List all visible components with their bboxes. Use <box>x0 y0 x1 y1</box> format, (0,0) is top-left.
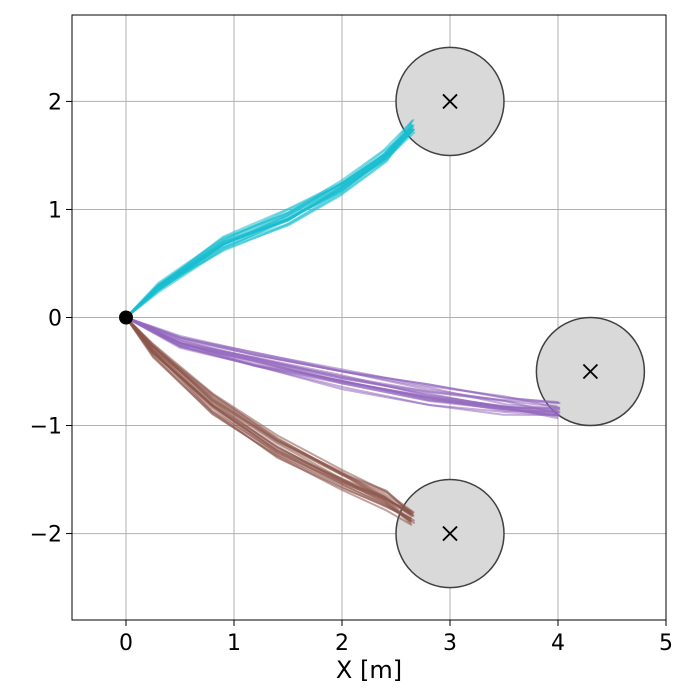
trajectory-series <box>125 118 416 319</box>
goal-x-marker <box>442 93 458 110</box>
y-tick-label: 1 <box>48 198 62 223</box>
trajectory-line <box>125 118 415 319</box>
x-tick-label: 5 <box>659 631 673 656</box>
trajectory-line <box>125 316 561 414</box>
y-tick-label: 2 <box>48 90 62 115</box>
x-tick-label: 3 <box>443 631 457 656</box>
trajectory-line <box>125 316 413 516</box>
y-tick-label: −1 <box>30 415 62 440</box>
x-tick-label: 4 <box>551 631 565 656</box>
trajectory-line <box>125 316 413 526</box>
trajectory-line <box>125 124 413 319</box>
trajectory-line <box>125 316 412 514</box>
y-tick-label: 0 <box>48 307 62 332</box>
trajectory-series <box>125 316 415 526</box>
trajectory-line <box>125 316 560 404</box>
x-tick-label: 0 <box>119 631 133 656</box>
goal-x-marker <box>442 525 458 542</box>
trajectories <box>125 118 561 526</box>
start-point-marker <box>119 310 133 325</box>
trajectory-line <box>125 316 413 513</box>
goal-x-marker <box>582 363 599 380</box>
trajectory-line <box>125 123 413 319</box>
axis-ticks: 0 1 2 3 4 5 −2 −1 0 1 2 <box>30 90 673 656</box>
trajectory-line <box>125 316 413 518</box>
x-axis-title: X [m] <box>336 656 402 684</box>
grid <box>72 15 667 620</box>
trajectory-line <box>125 316 559 417</box>
trajectory-series <box>125 316 561 420</box>
trajectory-line <box>125 316 558 408</box>
goal-markers <box>119 93 599 542</box>
trajectory-line <box>125 316 560 409</box>
x-tick-label: 1 <box>227 631 241 656</box>
y-tick-label: −2 <box>30 523 62 548</box>
x-tick-label: 2 <box>335 631 349 656</box>
trajectory-line <box>125 316 561 417</box>
trajectory-line <box>125 127 412 319</box>
